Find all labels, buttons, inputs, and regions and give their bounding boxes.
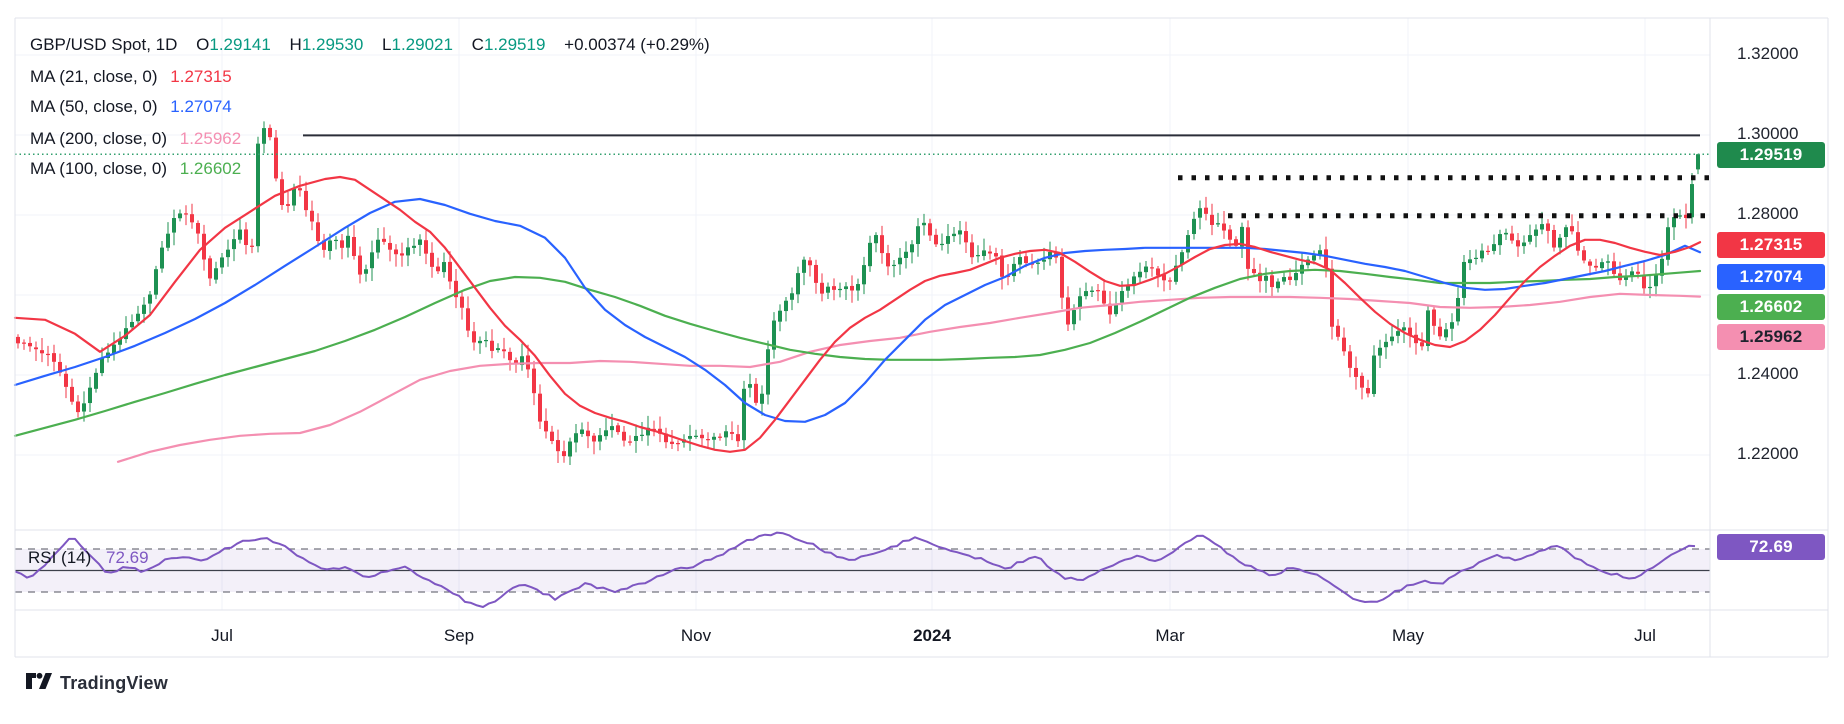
time-tick: Jul [1634,626,1656,645]
time-tick: May [1391,626,1425,645]
ma21-price-badge: 1.27315 [1717,232,1825,258]
price-tick: 1.28000 [1737,204,1799,223]
ma200-price-badge: 1.25962 [1717,324,1825,350]
time-tick: Nov [680,626,712,645]
tradingview-logo-icon [26,672,52,689]
rsi-value-badge: 72.69 [1717,534,1825,560]
price-tick: 1.22000 [1737,444,1799,463]
time-tick-year: 2024 [913,626,951,645]
rsi-value: 72.69 [106,548,149,567]
tradingview-brand-text: TradingView [60,672,168,693]
tradingview-logo-link[interactable]: TradingView [26,672,168,694]
ma100-price-badge: 1.26602 [1717,294,1825,320]
ma50-price-badge: 1.27074 [1717,264,1825,290]
last-price-badge: 1.29519 [1717,142,1825,168]
time-tick: Mar [1155,626,1185,645]
rsi-legend-row[interactable]: RSI (14) 72.69 [28,548,149,568]
time-tick: Sep [443,626,475,645]
price-tick: 1.32000 [1737,44,1799,63]
time-tick: Jul [211,626,233,645]
rsi-label: RSI (14) [28,548,92,567]
price-tick: 1.30000 [1737,124,1799,143]
price-tick: 1.24000 [1737,364,1799,383]
